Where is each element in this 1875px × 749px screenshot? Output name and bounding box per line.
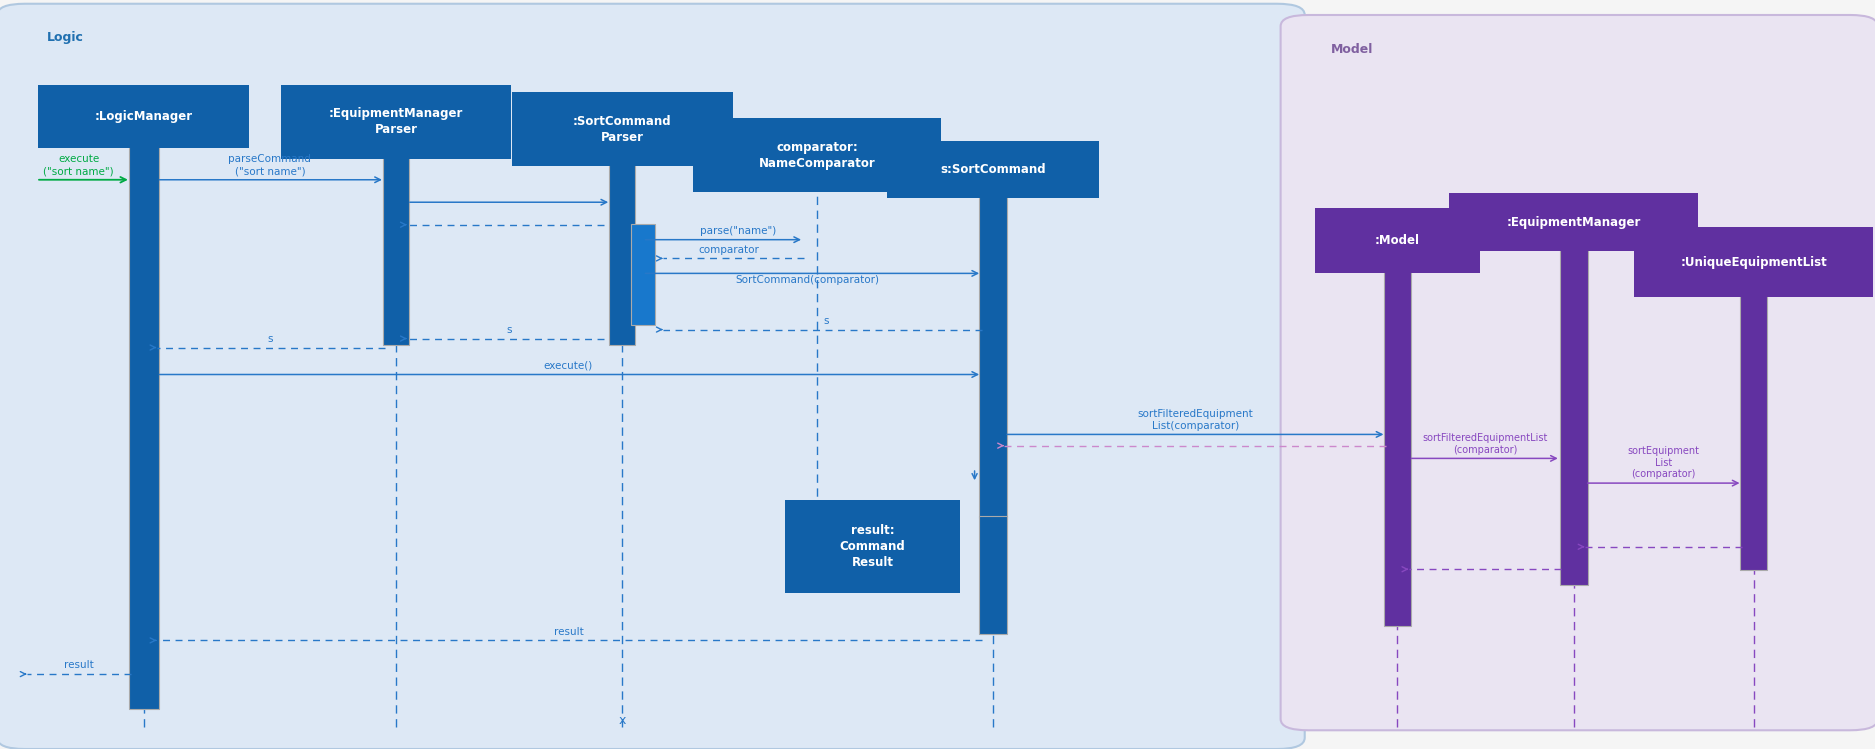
Text: :Model: :Model: [1374, 234, 1419, 247]
FancyBboxPatch shape: [1560, 249, 1588, 585]
Text: sortEquipment
List
(comparator): sortEquipment List (comparator): [1628, 446, 1699, 479]
Text: :EquipmentManager
Parser: :EquipmentManager Parser: [328, 107, 463, 136]
FancyBboxPatch shape: [1740, 295, 1768, 570]
FancyBboxPatch shape: [38, 85, 249, 148]
Text: Logic: Logic: [47, 31, 84, 44]
FancyBboxPatch shape: [630, 224, 654, 325]
Text: :SortCommand
Parser: :SortCommand Parser: [574, 115, 671, 144]
Text: :LogicManager: :LogicManager: [94, 109, 193, 123]
Text: SortCommand(comparator): SortCommand(comparator): [735, 275, 879, 285]
Text: execute(): execute(): [544, 361, 592, 371]
Text: execute
("sort name"): execute ("sort name"): [43, 154, 114, 176]
FancyBboxPatch shape: [786, 500, 960, 593]
FancyBboxPatch shape: [129, 145, 159, 709]
Text: :UniqueEquipmentList: :UniqueEquipmentList: [1680, 255, 1826, 269]
FancyBboxPatch shape: [1384, 271, 1412, 626]
Text: result: result: [553, 627, 583, 637]
FancyBboxPatch shape: [692, 118, 941, 192]
Text: s: s: [266, 334, 272, 344]
Text: s:SortCommand: s:SortCommand: [941, 163, 1046, 176]
Text: :EquipmentManager: :EquipmentManager: [1506, 216, 1641, 228]
Text: x: x: [619, 714, 626, 727]
Text: result: result: [64, 661, 94, 670]
Text: comparator:
NameComparator: comparator: NameComparator: [759, 141, 876, 170]
FancyBboxPatch shape: [1314, 208, 1479, 273]
Text: s: s: [506, 325, 512, 335]
Text: sortFilteredEquipment
List(comparator): sortFilteredEquipment List(comparator): [1138, 409, 1252, 431]
Text: comparator: comparator: [698, 245, 759, 255]
FancyBboxPatch shape: [281, 85, 510, 159]
FancyBboxPatch shape: [887, 141, 1099, 198]
Text: s: s: [823, 316, 829, 326]
Text: sortFilteredEquipmentList
(comparator): sortFilteredEquipmentList (comparator): [1423, 433, 1549, 455]
Text: parse("name"): parse("name"): [699, 226, 776, 236]
FancyBboxPatch shape: [0, 4, 1305, 749]
FancyBboxPatch shape: [979, 196, 1007, 518]
FancyBboxPatch shape: [382, 157, 409, 345]
FancyBboxPatch shape: [1449, 193, 1699, 251]
Text: result:
Command
Result: result: Command Result: [840, 524, 906, 569]
Text: parseCommand
("sort name"): parseCommand ("sort name"): [229, 154, 311, 176]
FancyBboxPatch shape: [1633, 227, 1873, 297]
FancyBboxPatch shape: [512, 92, 733, 166]
Text: Model: Model: [1331, 43, 1372, 55]
FancyBboxPatch shape: [1281, 15, 1875, 730]
FancyBboxPatch shape: [609, 164, 636, 345]
FancyBboxPatch shape: [979, 516, 1007, 634]
